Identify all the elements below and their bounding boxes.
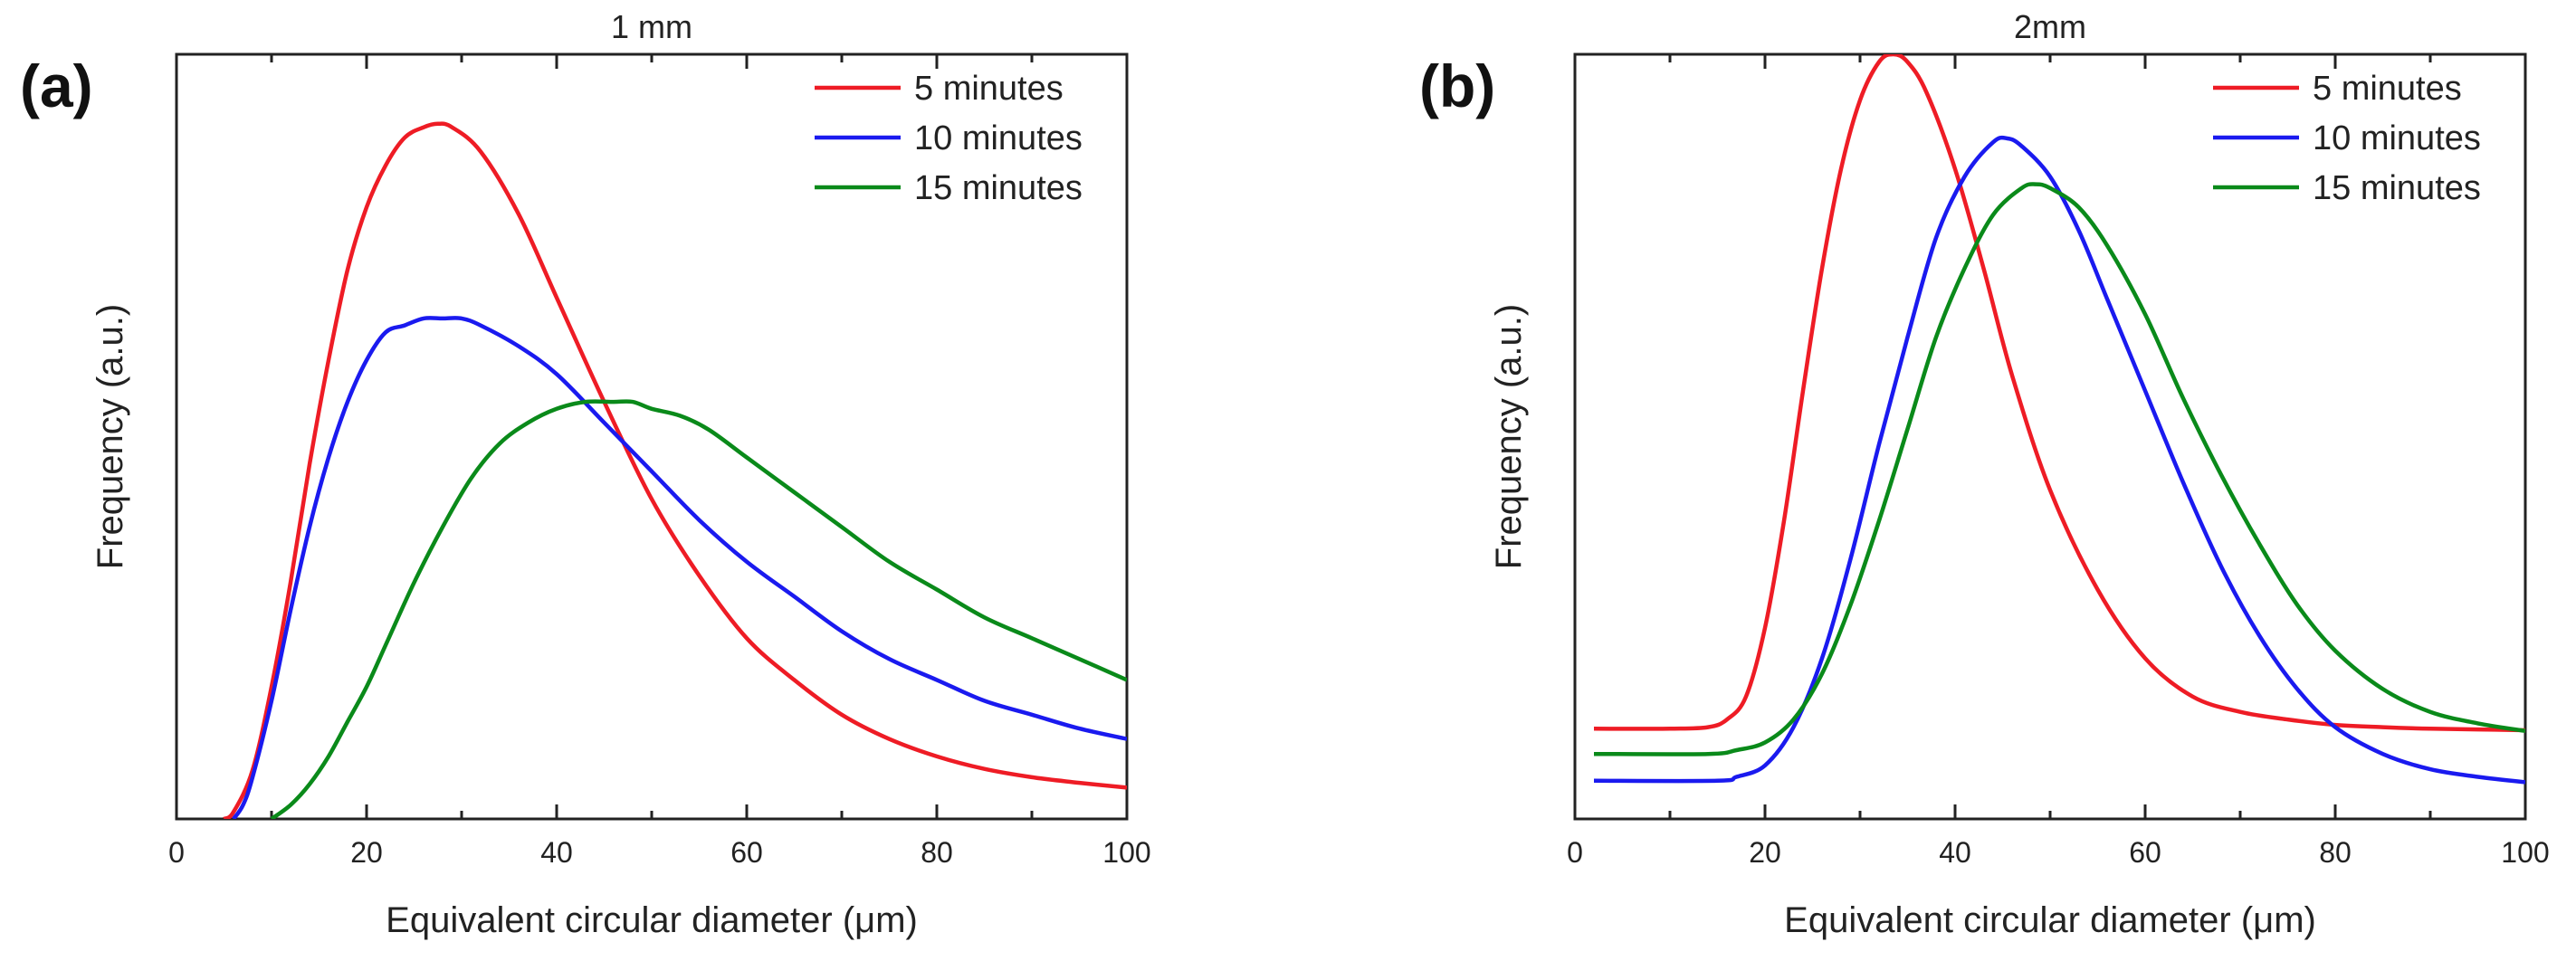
x-tick-label: 0 [168, 836, 185, 869]
y-axis-label: Frequency (a.u.) [1489, 304, 1529, 569]
x-tick-label: 40 [540, 836, 573, 869]
x-tick-label: 60 [730, 836, 763, 869]
legend-label-2: 10 minutes [2313, 119, 2481, 157]
x-axis-label: Equivalent circular diameter (μm) [386, 900, 918, 940]
legend-label-1: 5 minutes [914, 70, 1064, 108]
legend-label-1: 5 minutes [2313, 70, 2462, 108]
series-line-2 [232, 316, 1127, 819]
series-line-1 [223, 121, 1127, 819]
x-axis-label: Equivalent circular diameter (μm) [1784, 900, 2316, 940]
x-tick-label: 100 [1102, 836, 1150, 869]
legend-label-2: 10 minutes [914, 119, 1083, 157]
series-line-3 [270, 399, 1127, 819]
legend-label-3: 15 minutes [914, 169, 1083, 207]
series-line-2 [1593, 135, 2525, 785]
panel-label: (b) [1419, 52, 1495, 119]
x-tick-label: 20 [350, 836, 383, 869]
legend-label-3: 15 minutes [2313, 169, 2481, 207]
panel-label: (a) [20, 52, 93, 119]
x-tick-label: 40 [1939, 836, 1971, 869]
x-tick-label: 100 [2501, 836, 2549, 869]
chart-title: 2mm [2014, 8, 2086, 45]
series-line-3 [1593, 182, 2525, 756]
panel-a: (a) 1 mm 0 20 40 60 80 100 Equivalent circular d… [20, 8, 1151, 940]
chart-title: 1 mm [611, 8, 692, 45]
panel-b: (b) 2mm 0 20 40 60 80 100 Equivalent circular di… [1419, 8, 2550, 940]
x-tick-label: 60 [2129, 836, 2161, 869]
series-line-1 [1593, 54, 2525, 733]
x-tick-label: 80 [2319, 836, 2352, 869]
x-tick-label: 80 [921, 836, 953, 869]
x-tick-label: 0 [1567, 836, 1583, 869]
x-tick-label: 20 [1749, 836, 1781, 869]
y-axis-label: Frequency (a.u.) [91, 304, 130, 569]
